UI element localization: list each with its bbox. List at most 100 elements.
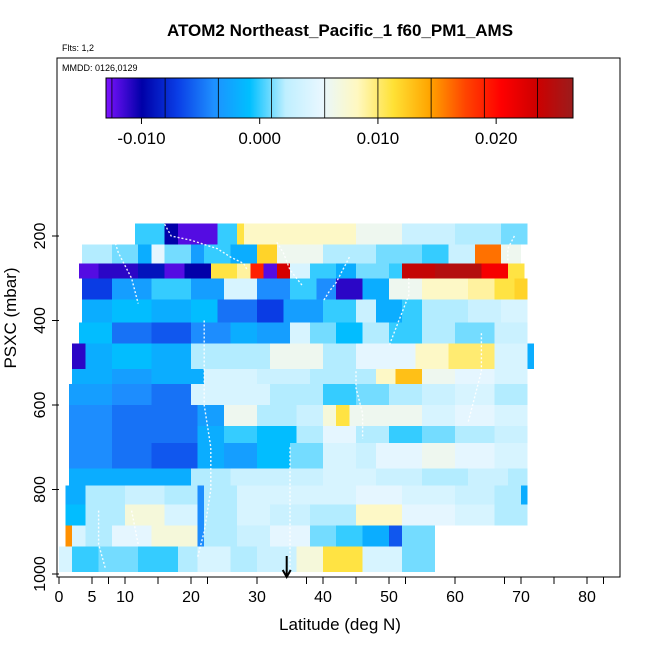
heatmap-cell [151, 468, 191, 486]
heatmap-cell [309, 525, 337, 547]
heatmap-cell [138, 263, 165, 279]
flight-track [111, 231, 139, 304]
heatmap-cell [257, 443, 290, 469]
flight-tracks [97, 223, 516, 570]
heatmap-cell [204, 369, 257, 384]
heatmap-cell [243, 223, 356, 245]
heatmap-cell [177, 546, 198, 572]
heatmap-cell [356, 223, 403, 245]
heatmap-cell [257, 322, 290, 344]
heatmap-cell [356, 383, 389, 406]
heatmap-cell [85, 504, 125, 526]
heatmap-cell [151, 299, 191, 323]
heatmap-cell [336, 278, 363, 300]
heatmap-cell [296, 546, 323, 572]
heatmap-cell [191, 322, 231, 344]
heatmap-cell [151, 383, 191, 406]
heatmap-cell [257, 405, 297, 427]
flight-track [196, 320, 212, 558]
heatmap-cell [455, 322, 495, 344]
heatmap-cell [224, 405, 257, 427]
heatmap-cell [323, 426, 356, 444]
heatmap-cell [389, 405, 422, 427]
heatmap-cell [217, 223, 238, 245]
x-axis: 0 5 10 20 30 40 50 60 70 80 [55, 576, 620, 606]
colorbar-tick-label: 0.020 [475, 129, 518, 148]
y-tick-label: 800 [32, 476, 49, 503]
heatmap-cell [402, 223, 455, 245]
heatmap-cell [362, 525, 389, 547]
heatmap-cell [82, 244, 112, 264]
heatmap-cell [85, 485, 125, 505]
heatmap-cell [448, 343, 495, 370]
heatmap-cell [402, 485, 455, 505]
heatmap-cell [204, 525, 238, 547]
heatmap-cells [59, 223, 535, 572]
heatmap-cell [349, 369, 376, 384]
heatmap-cell [68, 405, 112, 427]
y-tick-label: 1000 [32, 556, 49, 592]
flight-track [322, 256, 351, 302]
heatmap-cell [224, 426, 257, 444]
flights-label: Flts: 1,2 [62, 43, 94, 53]
heatmap-cell [290, 322, 310, 344]
heatmap-cell [494, 405, 528, 427]
x-tick-label: 10 [116, 589, 134, 606]
heatmap-cell [72, 343, 86, 370]
heatmap-cell [435, 263, 482, 279]
heatmap-cell [501, 244, 521, 264]
heatmap-cell [455, 426, 495, 444]
heatmap-cell [111, 343, 152, 370]
heatmap-cell [197, 485, 205, 505]
heatmap-cell [389, 263, 403, 279]
heatmap-cell [375, 369, 396, 384]
heatmap-cell [296, 426, 323, 444]
heatmap-cell [224, 443, 257, 469]
heatmap-cell [468, 468, 508, 486]
heatmap-cell [151, 426, 198, 444]
heatmap-cell [402, 299, 422, 323]
x-tick-label: 60 [446, 589, 464, 606]
heatmap-cell [494, 322, 528, 344]
heatmap-cell [191, 278, 224, 300]
flight-track [467, 333, 483, 423]
heatmap-cell [323, 343, 356, 370]
heatmap-cell [448, 244, 475, 264]
heatmap-cell [402, 525, 436, 547]
heatmap-cell [362, 546, 403, 572]
flight-track [507, 235, 516, 262]
heatmap-cell [257, 278, 290, 300]
heatmap-cell [316, 278, 337, 300]
heatmap-cell [270, 383, 323, 406]
heatmap-cell [151, 244, 165, 264]
heatmap-cell [283, 299, 323, 323]
heatmap-cell [164, 263, 185, 279]
heatmap-cell [422, 244, 449, 264]
heatmap-cell [111, 525, 152, 547]
y-axis-label: PSXC (mbar) [1, 267, 20, 368]
heatmap-cell [395, 369, 422, 384]
heatmap-cell [501, 223, 528, 245]
heatmap-cell [164, 244, 191, 264]
heatmap-cell [237, 525, 271, 547]
heatmap-cell [336, 263, 356, 279]
heatmap-cell [197, 426, 224, 444]
heatmap-cell [290, 443, 323, 469]
heatmap-cell [151, 525, 198, 547]
heatmap-cell [422, 369, 455, 384]
heatmap-cell [197, 525, 205, 547]
heatmap-cell [323, 244, 376, 264]
heatmap-cell [111, 426, 152, 444]
heatmap-cell [375, 468, 422, 486]
y-tick-label: 400 [32, 307, 49, 334]
heatmap-cell [78, 263, 99, 279]
heatmap-cell [257, 369, 310, 384]
heatmap-cell [494, 343, 528, 370]
heatmap-cell [276, 263, 290, 279]
heatmap-cell [507, 263, 525, 279]
heatmap-cell [270, 343, 323, 370]
heatmap-cell [164, 485, 198, 505]
flight-track [97, 510, 106, 568]
heatmap-cell [455, 405, 495, 427]
heatmap-cell [204, 244, 231, 264]
